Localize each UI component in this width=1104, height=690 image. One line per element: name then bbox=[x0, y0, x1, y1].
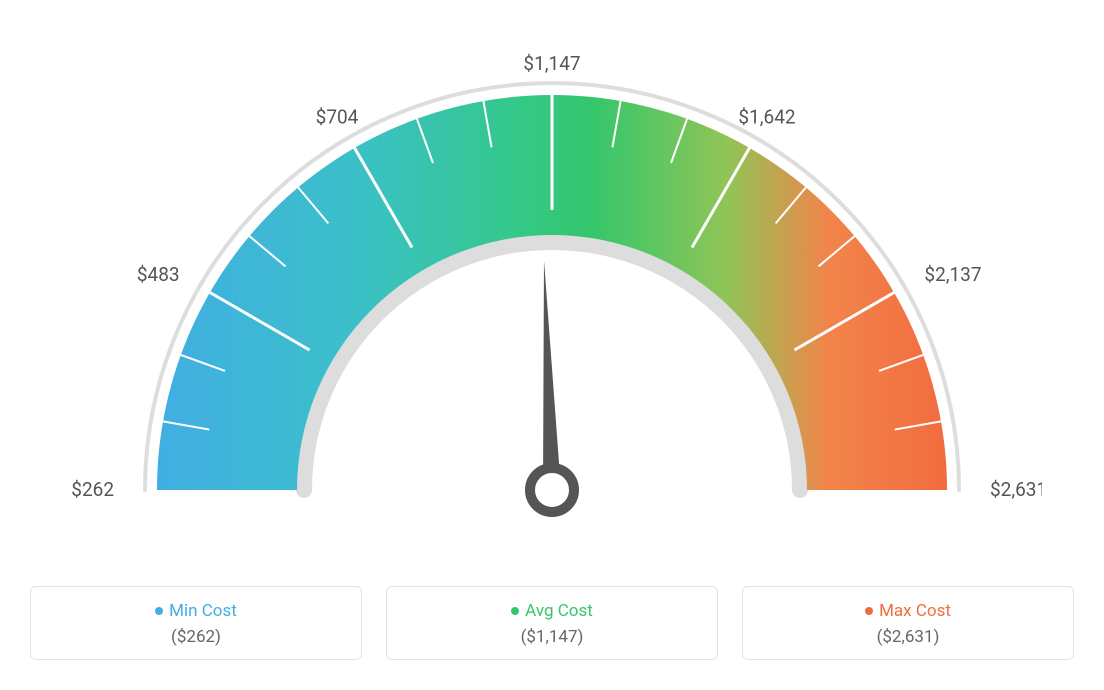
svg-text:$1,147: $1,147 bbox=[523, 52, 580, 75]
gauge-svg: $262 $483 $704 $1,147 $1,642 $2,137 $2,631 bbox=[62, 10, 1042, 550]
legend-title-min-text: Min Cost bbox=[169, 601, 237, 621]
legend-box-max: Max Cost ($2,631) bbox=[742, 586, 1074, 660]
legend-title-min: Min Cost bbox=[41, 601, 351, 621]
legend-value-max: ($2,631) bbox=[753, 627, 1063, 647]
legend-title-max: Max Cost bbox=[753, 601, 1063, 621]
svg-text:$2,137: $2,137 bbox=[924, 263, 981, 286]
legend-title-avg-text: Avg Cost bbox=[525, 601, 593, 621]
dot-min bbox=[155, 607, 163, 615]
svg-text:$262: $262 bbox=[71, 478, 114, 501]
dot-max bbox=[865, 607, 873, 615]
svg-text:$483: $483 bbox=[137, 263, 180, 286]
legend-box-min: Min Cost ($262) bbox=[30, 586, 362, 660]
svg-text:$704: $704 bbox=[316, 106, 359, 129]
legend: Min Cost ($262) Avg Cost ($1,147) Max Co… bbox=[30, 586, 1074, 660]
legend-value-min: ($262) bbox=[41, 627, 351, 647]
gauge-chart: $262 $483 $704 $1,147 $1,642 $2,137 $2,631 bbox=[0, 0, 1104, 560]
dot-avg bbox=[511, 607, 519, 615]
svg-text:$1,642: $1,642 bbox=[738, 106, 795, 129]
legend-title-avg: Avg Cost bbox=[397, 601, 707, 621]
legend-box-avg: Avg Cost ($1,147) bbox=[386, 586, 718, 660]
legend-value-avg: ($1,147) bbox=[397, 627, 707, 647]
svg-text:$2,631: $2,631 bbox=[990, 478, 1042, 501]
legend-title-max-text: Max Cost bbox=[879, 601, 951, 621]
